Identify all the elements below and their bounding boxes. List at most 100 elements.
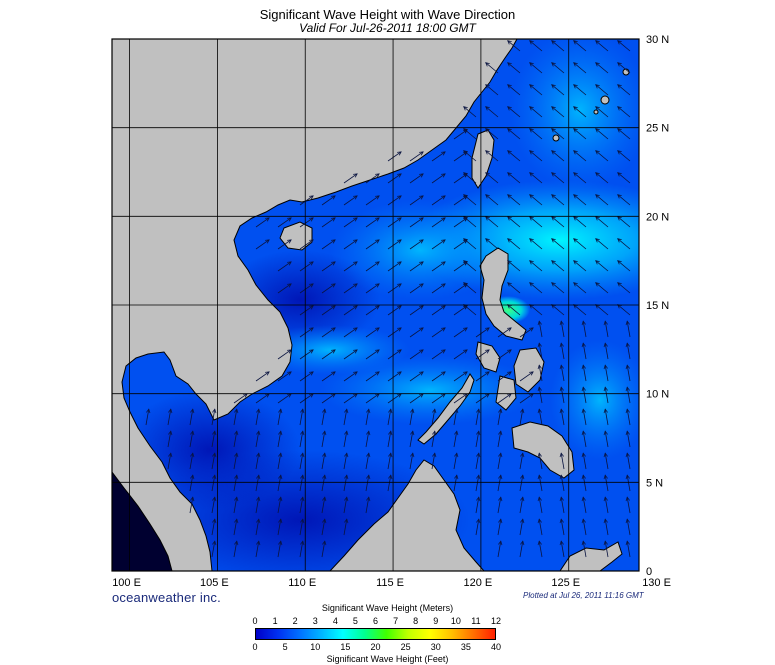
wave-direction-arrow [497, 408, 503, 426]
map-area [112, 39, 639, 571]
wave-direction-arrow [519, 496, 525, 514]
wave-direction-arrow [343, 349, 358, 360]
wave-direction-arrow [529, 282, 543, 294]
wave-direction-arrow [299, 408, 305, 426]
wave-direction-arrow [409, 349, 424, 360]
wave-direction-arrow [529, 150, 543, 162]
wave-direction-arrow [387, 217, 402, 228]
latitude-label: 0 [646, 566, 652, 578]
wave-direction-arrow [625, 496, 631, 514]
latitude-labels: 30 N 25 N 20 N 15 N 10 N 5 N 0 [646, 34, 669, 578]
wave-direction-arrow [573, 260, 587, 272]
legend-meters-tick: 8 [413, 616, 419, 626]
longitude-label: 120 E [464, 577, 493, 589]
wave-direction-arrow [387, 408, 393, 426]
wave-direction-arrow [321, 408, 327, 426]
wave-direction-arrow [595, 150, 609, 162]
wave-direction-arrow [551, 40, 565, 52]
wave-direction-arrow [529, 62, 543, 74]
wave-direction-arrow [507, 128, 521, 140]
wave-direction-arrow [277, 261, 292, 272]
wave-direction-arrow [321, 518, 327, 536]
wave-direction-arrow [475, 452, 481, 470]
wave-direction-arrow [299, 452, 305, 470]
wave-direction-arrow [573, 62, 587, 74]
wave-direction-arrows [145, 40, 631, 558]
wave-direction-arrow [299, 371, 314, 382]
wave-direction-arrow [573, 84, 587, 96]
legend-meters-tick: 10 [450, 616, 461, 626]
wave-direction-arrow [431, 305, 446, 316]
wave-direction-arrow [255, 540, 261, 558]
wave-direction-arrow [365, 452, 371, 470]
wave-direction-arrow [409, 173, 424, 184]
legend-meters-tick: 2 [292, 616, 298, 626]
asia-mainland [112, 39, 518, 571]
wave-direction-arrow [365, 239, 380, 250]
hainan-island [279, 221, 313, 251]
wave-direction-arrow [321, 261, 336, 272]
wave-direction-arrow [387, 327, 402, 338]
wave-direction-arrow [497, 349, 512, 360]
wave-direction-arrow [233, 518, 239, 536]
wave-direction-arrow [463, 238, 477, 250]
wave-direction-arrow [595, 128, 609, 140]
wave-direction-arrow [529, 238, 543, 250]
wave-direction-arrow [387, 283, 402, 294]
wave-direction-arrow [277, 371, 292, 382]
legend-feet-tick: 35 [460, 642, 471, 652]
wave-direction-arrow [581, 540, 587, 558]
wave-direction-arrow [255, 496, 261, 514]
wave-direction-arrow [431, 261, 446, 272]
wave-direction-arrow [387, 452, 393, 470]
legend-meters-tick: 12 [490, 616, 502, 626]
wave-direction-arrow [387, 151, 402, 162]
wave-direction-arrow [167, 452, 173, 470]
wave-direction-arrow [581, 364, 587, 382]
wave-direction-arrow [595, 84, 609, 96]
wave-direction-arrow [299, 474, 305, 492]
wave-direction-arrow [321, 496, 327, 514]
wave-direction-arrow [497, 430, 503, 448]
latitude-label: 15 N [646, 300, 669, 312]
wave-direction-arrow [321, 217, 336, 228]
wave-direction-arrow [603, 496, 609, 514]
wave-direction-arrow [233, 496, 239, 514]
wave-direction-arrow [603, 408, 609, 426]
wave-direction-arrow [625, 540, 631, 558]
wave-direction-arrow [321, 305, 336, 316]
legend-meters-tick: 0 [252, 616, 258, 626]
wave-direction-arrow [559, 474, 565, 492]
wave-direction-arrow [255, 408, 261, 426]
wave-direction-arrow [475, 430, 481, 448]
legend-feet-tick: 5 [282, 642, 288, 652]
wave-direction-arrow [255, 371, 270, 382]
legend-meters-tick: 1 [272, 616, 278, 626]
wave-direction-arrow [365, 474, 371, 492]
wave-direction-arrow [497, 518, 503, 536]
wave-direction-arrow [277, 496, 283, 514]
borneo-island [329, 459, 485, 571]
sumatra-coast [112, 471, 173, 571]
wave-direction-arrow [519, 452, 525, 470]
wave-direction-arrow [233, 408, 239, 426]
wave-direction-arrow [189, 430, 195, 448]
wave-direction-arrow [595, 40, 609, 52]
longitude-label: 100 E [112, 577, 141, 589]
wave-direction-arrow [529, 128, 543, 140]
wave-direction-arrow [625, 408, 631, 426]
legend-feet-tick: 40 [490, 642, 502, 652]
wave-direction-arrow [617, 40, 631, 52]
wave-direction-arrow [581, 496, 587, 514]
wave-direction-arrow [321, 283, 336, 294]
wave-direction-arrow [431, 371, 446, 382]
wave-direction-arrow [409, 408, 415, 426]
wave-direction-arrow [277, 349, 292, 360]
wave-direction-arrow [343, 239, 358, 250]
wave-direction-arrow [189, 408, 195, 426]
wave-direction-arrow [387, 239, 402, 250]
legend-feet-tick: 10 [310, 642, 321, 652]
wave-direction-arrow [299, 518, 305, 536]
wave-direction-arrow [603, 386, 609, 404]
